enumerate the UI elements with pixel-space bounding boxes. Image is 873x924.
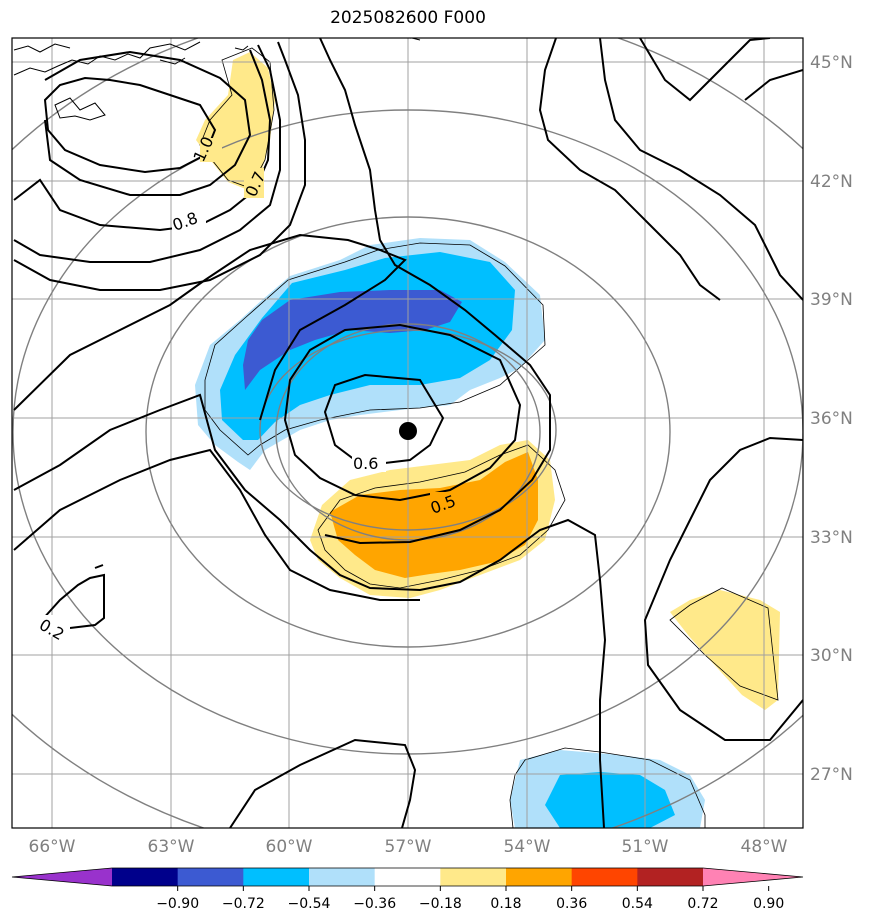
colorbar-tick-label: −0.18 (419, 896, 462, 912)
colorbar: −0.90 −0.72 −0.54 −0.36 −0.18 0.18 0.36 0.54 0.7… (11, 867, 804, 912)
coastline (13, 38, 421, 121)
colorbar-tick-label: 0.90 (753, 896, 784, 912)
contour-c-inner (323, 373, 445, 465)
lat-labels: 45°N 42°N 39°N 36°N 33°N 30°N 27°N (810, 53, 853, 785)
outline-central (204, 242, 546, 456)
lat-label-39: 39°N (810, 290, 853, 310)
lat-label-42: 42°N (810, 172, 853, 192)
lon-labels: 66°W 63°W 60°W 57°W 54°W 51°W 48°W (29, 837, 788, 857)
colorbar-tick-label: 0.72 (687, 896, 718, 912)
storm-center-marker (399, 422, 417, 440)
colorbar-segment (506, 868, 573, 886)
lon-label-57: 57°W (385, 837, 432, 857)
colorbar-segment (309, 868, 376, 886)
lat-label-30: 30°N (810, 646, 853, 666)
colorbar-segment (112, 868, 179, 886)
shade-blue-dark (243, 290, 462, 390)
contour-nw-4 (13, 44, 281, 263)
colorbar-extend-max (703, 868, 803, 886)
contour-c-2 (283, 323, 522, 502)
colorbar-segment (374, 868, 441, 886)
contour-nw-inner (43, 76, 217, 174)
contour-ne-2 (744, 69, 803, 101)
colorbar-tick-label: 0.54 (622, 896, 653, 912)
lat-label-36: 36°N (810, 409, 853, 429)
colorbar-extend-min (12, 868, 112, 886)
colorbar-tick-label: −0.54 (288, 896, 331, 912)
contour-ne-top (410, 38, 412, 39)
colorbar-segment (243, 868, 310, 886)
lat-label-33: 33°N (810, 528, 853, 548)
shade-blue-se-mid (545, 772, 675, 828)
contour-c-5 (13, 393, 607, 828)
shading-outlines (199, 47, 779, 828)
colorbar-segment (177, 868, 244, 886)
colorbar-outline (11, 867, 804, 887)
contour-c-3 (13, 233, 407, 421)
contour-n-east-1 (538, 38, 721, 301)
contour-label-0-6: 0.6 (353, 454, 378, 473)
outline-east (669, 587, 779, 701)
contour-ne (639, 38, 771, 102)
lon-label-63: 63°W (148, 837, 195, 857)
ring-2 (275, 323, 541, 541)
contour-nw-3 (13, 49, 272, 232)
ring-1 (259, 329, 557, 531)
map-frame (11, 37, 804, 829)
contour-nw-5 (13, 41, 306, 291)
colorbar-tick-label: −0.36 (353, 896, 396, 912)
colorbar-segment (637, 868, 704, 886)
map-title: 2025082600 F000 (330, 8, 486, 28)
colorbar-tick-label: 0.18 (490, 896, 521, 912)
contour-sw (13, 448, 420, 601)
contour-e (643, 436, 803, 741)
colorbar-tick-label: −0.90 (156, 896, 199, 912)
lon-label-54: 54°W (504, 837, 551, 857)
contour-c-4 (319, 38, 551, 545)
contours (13, 38, 803, 828)
contour-n-east-2 (599, 38, 803, 301)
contour-sw-tip (94, 564, 104, 569)
shade-yellow-east (670, 590, 780, 710)
shading-layer (195, 52, 780, 828)
outline-nw (199, 47, 275, 189)
lat-label-45: 45°N (810, 53, 853, 73)
lon-label-48: 48°W (741, 837, 788, 857)
colorbar-segment (571, 868, 638, 886)
outline-se (509, 747, 706, 828)
contour-nw-2 (44, 50, 252, 196)
colorbar-tick-label: −0.72 (222, 896, 265, 912)
shade-orange-south (330, 452, 538, 578)
lon-label-60: 60°W (266, 837, 313, 857)
lon-label-51: 51°W (622, 837, 669, 857)
outline-south (317, 444, 566, 589)
contour-sw-small (41, 573, 105, 629)
lon-label-66: 66°W (29, 837, 76, 857)
lat-label-27: 27°N (810, 765, 853, 785)
contour-s (229, 738, 417, 828)
colorbar-tick-label: 0.36 (556, 896, 587, 912)
ring-3 (145, 216, 671, 648)
colorbar-segment (440, 868, 507, 886)
